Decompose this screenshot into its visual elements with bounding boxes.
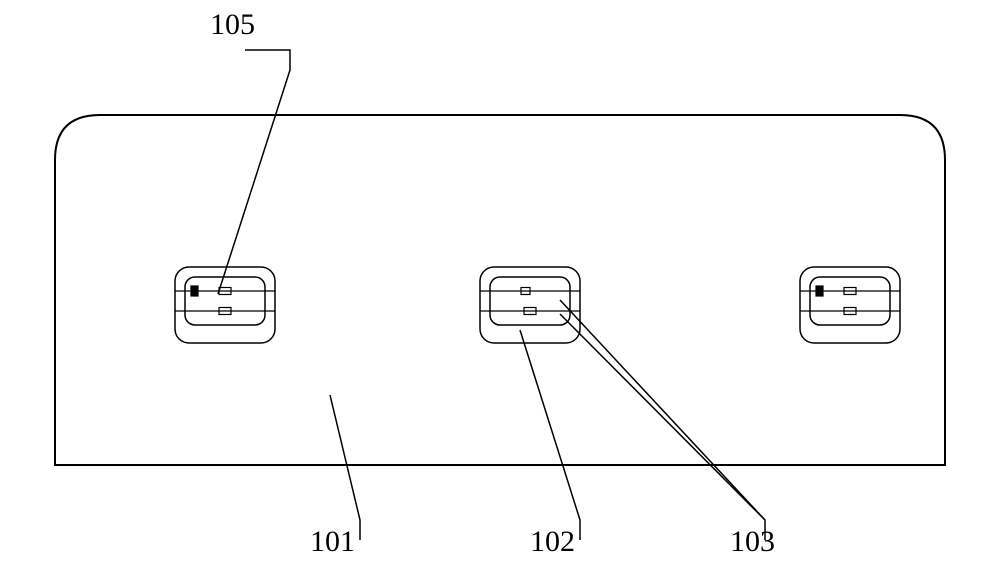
callout-103-label: 103 (730, 525, 775, 559)
leader-103-b (560, 314, 765, 520)
callout-102-label: 102 (530, 525, 575, 559)
connector-3-inner (810, 277, 890, 325)
leader-103-a (560, 300, 765, 540)
connector-1-contact-filled (191, 286, 198, 296)
callout-101-label: 101 (310, 525, 355, 559)
outer-panel (55, 115, 945, 465)
connector-2-inner (490, 277, 570, 325)
connector-3-contact-filled (816, 286, 823, 296)
leader-102 (520, 330, 580, 540)
leader-105 (218, 50, 290, 294)
leader-101 (330, 395, 360, 540)
callout-105-label: 105 (210, 8, 255, 42)
connector-1-inner (185, 277, 265, 325)
